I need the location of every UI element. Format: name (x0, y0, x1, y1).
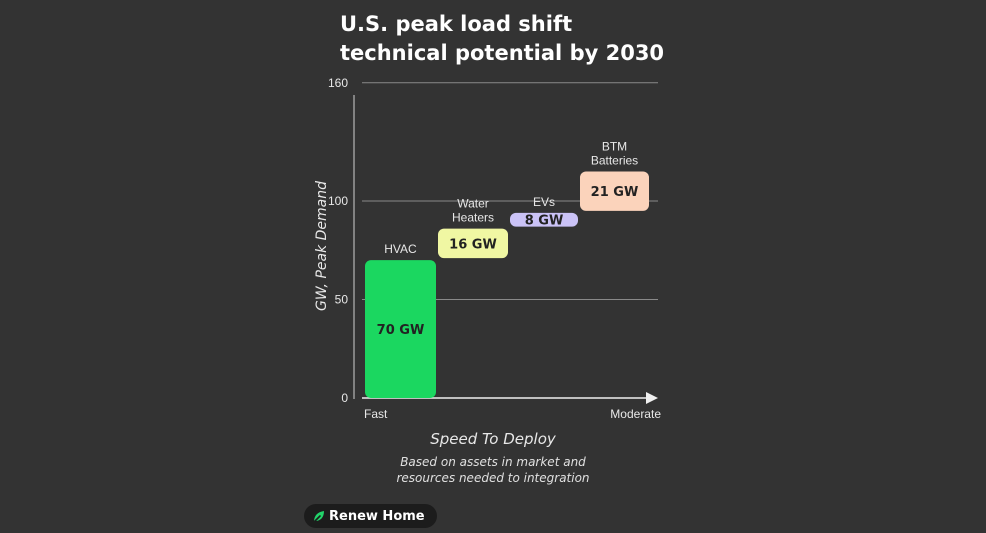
y-axis-label: GW, Peak Demand (314, 181, 330, 311)
category-label: Heaters (452, 211, 494, 225)
y-tick-label: 0 (341, 391, 348, 405)
x-axis-arrow-icon (646, 392, 658, 404)
brand-name: Renew Home (329, 508, 425, 524)
bar (580, 171, 649, 211)
chart-title-line-1: U.S. peak load shift (340, 12, 573, 36)
bar (365, 260, 436, 398)
category-label: Batteries (591, 153, 638, 167)
y-tick-label: 160 (328, 76, 348, 90)
category-label: HVAC (384, 242, 417, 256)
chart-title: U.S. peak load shift technical potential… (340, 10, 760, 68)
chart-note-line-2: resources needed to integration (396, 471, 590, 485)
bar-value-label: 70 GW (377, 323, 425, 338)
bar (510, 212, 578, 227)
x-axis-label: Speed To Deploy (430, 430, 556, 448)
leaf-icon (313, 510, 324, 522)
bar (438, 228, 508, 259)
bar-value-label: 21 GW (591, 185, 639, 200)
chart: 0 50 100 160 Fast Moderate GW, Peak Demand 70 G… (314, 76, 661, 421)
y-tick-label: 100 (328, 194, 348, 208)
bar-value-label: 8 GW (525, 214, 564, 229)
category-label: BTM (602, 139, 627, 153)
chart-note-line-1: Based on assets in market and (400, 455, 586, 469)
category-label: Water (457, 197, 489, 211)
bar-value-label: 16 GW (449, 237, 497, 252)
y-tick-label: 50 (335, 293, 349, 307)
x-axis-end-label: Moderate (610, 407, 661, 421)
chart-title-line-2: technical potential by 2030 (340, 41, 665, 65)
chart-note: Based on assets in market and resources … (0, 454, 986, 486)
brand-logo: Renew Home (304, 504, 437, 528)
category-label: EVs (533, 195, 555, 209)
x-axis-start-label: Fast (364, 407, 388, 421)
